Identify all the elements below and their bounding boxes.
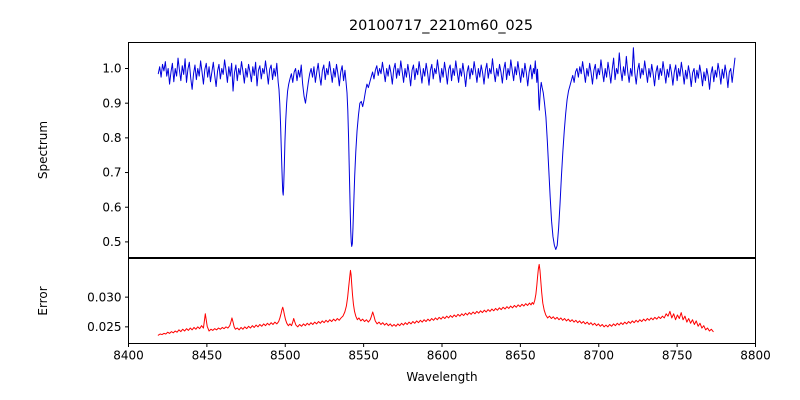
error-y-axis-label: Error [36, 286, 50, 315]
error-y-ticks: 0.025 0.030 [87, 290, 129, 334]
spectrum-y-axis-label: Spectrum [36, 121, 50, 179]
y-tick-label: 0.5 [102, 235, 121, 249]
error-axes-frame [128, 258, 756, 344]
spectrum-y-ticks: 0.5 0.6 0.7 0.8 0.9 1.0 [102, 62, 129, 249]
y-tick-label: 0.030 [87, 290, 121, 304]
series-spectrum [157, 47, 736, 251]
y-tick-label: 0.7 [102, 166, 121, 180]
error-x-ticks: 8400 8450 8500 8550 8600 8650 8700 8750 8800 [113, 343, 771, 363]
y-tick-label: 0.8 [102, 131, 121, 145]
spectrum-panel: 0.5 0.6 0.7 0.8 0.9 1.0 Spectrum [36, 42, 756, 258]
x-tick-label: 8750 [662, 349, 693, 363]
x-tick-label: 8550 [348, 349, 379, 363]
x-axis-label: Wavelength [406, 370, 477, 384]
x-tick-label: 8500 [270, 349, 301, 363]
x-tick-label: 8600 [427, 349, 458, 363]
error-plot-area [157, 263, 714, 336]
series-error [157, 263, 714, 336]
x-tick-label: 8650 [505, 349, 536, 363]
spectrum-plot-area [157, 47, 736, 251]
y-tick-label: 0.025 [87, 320, 121, 334]
y-tick-label: 1.0 [102, 62, 121, 76]
y-tick-label: 0.6 [102, 200, 121, 214]
x-tick-label: 8700 [583, 349, 614, 363]
y-tick-label: 0.9 [102, 96, 121, 110]
figure-title: 20100717_2210m60_025 [349, 18, 533, 34]
x-tick-label: 8400 [113, 349, 144, 363]
x-tick-label: 8800 [740, 349, 771, 363]
x-tick-label: 8450 [192, 349, 223, 363]
spectrum-axes-frame [128, 42, 756, 258]
